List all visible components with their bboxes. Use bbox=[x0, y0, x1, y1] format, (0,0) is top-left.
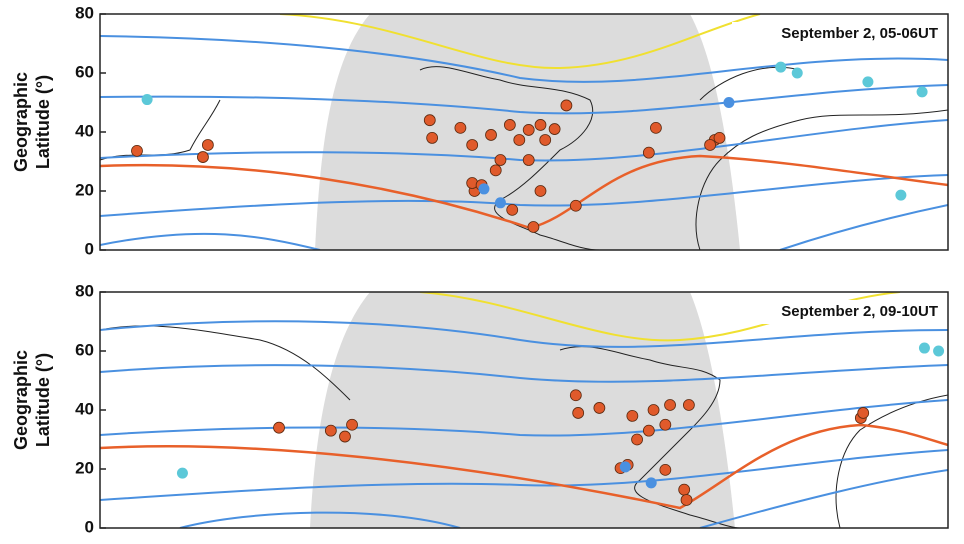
points bbox=[131, 61, 928, 233]
data-point bbox=[664, 399, 676, 411]
data-point bbox=[176, 467, 188, 479]
contour bbox=[100, 35, 948, 83]
data-point bbox=[454, 121, 467, 134]
data-point bbox=[485, 129, 497, 141]
annotation-bg bbox=[732, 22, 944, 46]
data-point bbox=[197, 151, 209, 163]
data-point bbox=[346, 418, 358, 431]
data-point bbox=[572, 407, 585, 419]
data-point bbox=[775, 61, 787, 73]
contour bbox=[279, 14, 761, 70]
data-point bbox=[478, 183, 490, 195]
data-point bbox=[723, 97, 735, 108]
data-point bbox=[642, 146, 655, 159]
annotation: September 2, 09-10UT bbox=[781, 303, 938, 320]
y-tick-label: 40 bbox=[75, 399, 94, 418]
contour bbox=[100, 84, 948, 115]
data-point bbox=[857, 407, 870, 419]
data-point bbox=[339, 430, 351, 443]
data-point bbox=[680, 494, 693, 506]
points bbox=[176, 342, 945, 506]
y-axis-label: Latitude (°) bbox=[33, 75, 53, 169]
data-point bbox=[426, 131, 439, 144]
data-point bbox=[645, 477, 657, 489]
coastline bbox=[695, 109, 948, 250]
data-point bbox=[678, 483, 691, 496]
contour bbox=[179, 469, 948, 528]
data-point bbox=[682, 399, 695, 411]
data-point bbox=[466, 139, 479, 151]
y-tick-label: 0 bbox=[85, 239, 94, 258]
data-point bbox=[569, 199, 582, 212]
contour bbox=[100, 399, 948, 437]
data-point bbox=[593, 402, 606, 414]
y-tick-label: 60 bbox=[75, 340, 94, 359]
coastline bbox=[100, 66, 801, 161]
data-point bbox=[895, 189, 907, 201]
data-point bbox=[704, 139, 716, 151]
data-point bbox=[273, 421, 285, 434]
data-point bbox=[494, 197, 506, 209]
data-point bbox=[324, 424, 337, 437]
data-point bbox=[560, 99, 573, 112]
data-point bbox=[713, 131, 726, 144]
data-point bbox=[489, 164, 502, 177]
data-point bbox=[626, 409, 639, 422]
data-point bbox=[513, 134, 526, 146]
y-tick-label: 80 bbox=[75, 3, 94, 22]
data-point bbox=[534, 185, 547, 197]
data-point bbox=[506, 203, 519, 216]
data-point bbox=[933, 345, 945, 357]
data-point bbox=[650, 121, 662, 134]
data-point bbox=[503, 119, 516, 131]
data-point bbox=[862, 76, 874, 88]
map-background bbox=[100, 292, 948, 528]
y-tick-label: 60 bbox=[75, 62, 94, 81]
data-point bbox=[569, 389, 582, 402]
coastline bbox=[419, 66, 601, 250]
data-point bbox=[918, 342, 930, 354]
data-point bbox=[527, 221, 540, 233]
y-tick-label: 0 bbox=[85, 517, 94, 536]
data-point bbox=[659, 463, 672, 476]
annotation-bg bbox=[732, 300, 944, 324]
data-point bbox=[522, 154, 535, 166]
y-tick-label: 40 bbox=[75, 121, 94, 140]
data-point bbox=[619, 461, 631, 473]
annotation: September 2, 05-06UT bbox=[781, 25, 938, 42]
contour bbox=[100, 423, 948, 510]
y-tick-label: 20 bbox=[75, 180, 94, 199]
data-point bbox=[494, 154, 507, 166]
data-point bbox=[791, 67, 803, 79]
data-point bbox=[522, 124, 535, 136]
data-point bbox=[548, 123, 561, 135]
y-tick-label: 20 bbox=[75, 458, 94, 477]
coastline bbox=[559, 346, 741, 528]
data-point bbox=[141, 94, 153, 106]
data-point bbox=[916, 86, 928, 98]
data-point bbox=[642, 424, 655, 437]
contour bbox=[100, 174, 948, 217]
y-axis-label: Latitude (°) bbox=[33, 353, 53, 447]
data-point bbox=[631, 433, 643, 446]
y-axis-label: Geographic bbox=[11, 72, 31, 172]
data-point bbox=[534, 119, 547, 131]
data-point bbox=[647, 404, 660, 416]
contour bbox=[100, 204, 948, 250]
contour bbox=[100, 449, 948, 501]
y-axis-label: Geographic bbox=[11, 350, 31, 450]
data-point bbox=[659, 418, 672, 431]
contour bbox=[100, 364, 948, 383]
contour bbox=[100, 320, 948, 348]
data-point bbox=[201, 139, 214, 151]
data-point bbox=[423, 114, 436, 127]
data-point bbox=[539, 134, 552, 146]
contour bbox=[100, 119, 948, 162]
y-tick-label: 80 bbox=[75, 281, 94, 300]
data-point bbox=[131, 144, 143, 157]
